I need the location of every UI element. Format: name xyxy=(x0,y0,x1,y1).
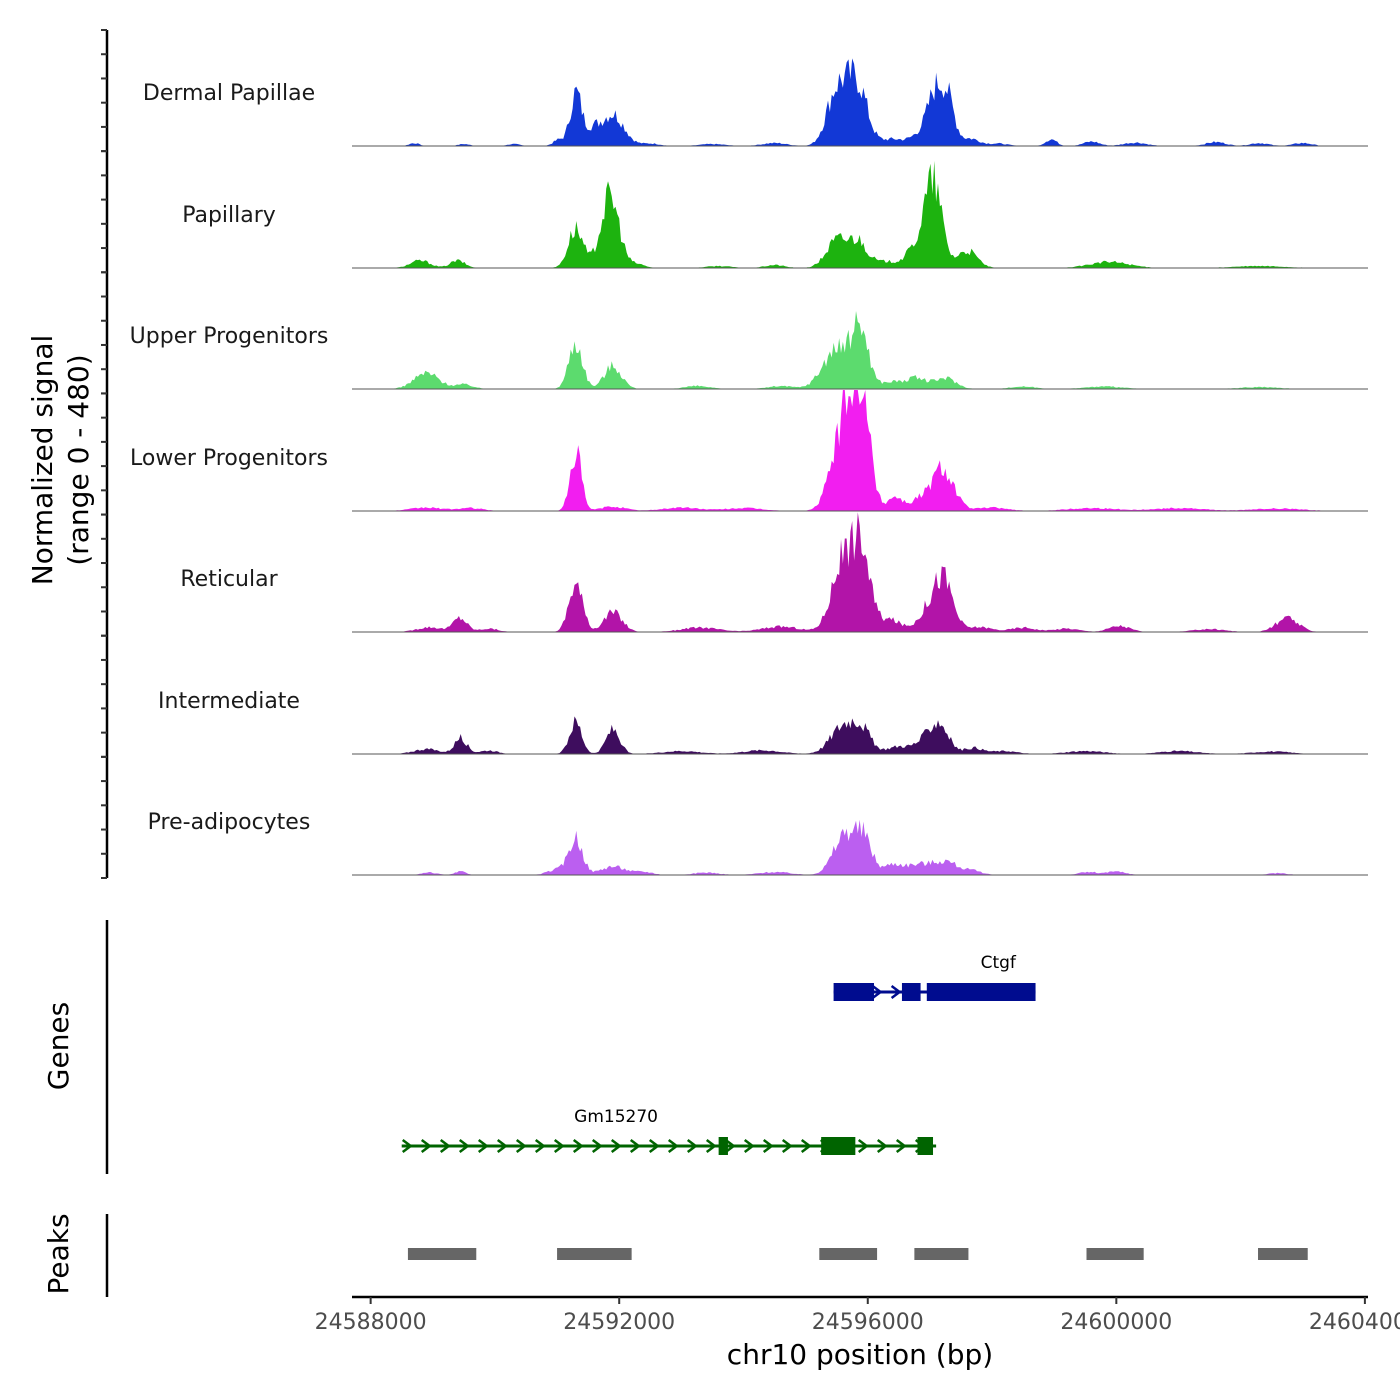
strand-arrow xyxy=(458,1139,470,1153)
coverage-area xyxy=(376,160,1322,268)
track-pre-adipocytes: Pre-adipocytes xyxy=(148,810,1368,876)
strand-arrow xyxy=(439,1139,451,1153)
coverage-area xyxy=(376,390,1322,511)
peak-region xyxy=(1086,1248,1144,1260)
strand-arrow xyxy=(667,1139,679,1153)
track-label: Intermediate xyxy=(158,689,300,714)
strand-arrow xyxy=(800,1139,812,1153)
x-axis: 24588000 24592000 24596000 24600000 24604000 xyxy=(315,1295,1400,1335)
coverage-area xyxy=(376,512,1322,632)
gene-ctgf: Ctgf xyxy=(833,953,1036,1001)
exon xyxy=(833,983,874,1001)
strand-arrow xyxy=(496,1139,508,1153)
strand-arrow xyxy=(553,1139,565,1153)
strand-arrow xyxy=(477,1139,489,1153)
strand-arrow xyxy=(572,1139,584,1153)
gene-gm15270: Gm15270 xyxy=(401,1107,937,1155)
track-lower-progenitors: Lower Progenitors xyxy=(130,390,1368,512)
track-label: Dermal Papillae xyxy=(143,81,315,106)
strand-arrow xyxy=(401,1139,413,1153)
x-tick-label: 24604000 xyxy=(1309,1310,1400,1335)
gene-label: Ctgf xyxy=(981,953,1017,973)
exon xyxy=(917,1137,934,1155)
strand-arrow xyxy=(743,1139,755,1153)
y-axis-title: Normalized signal (range 0 - 480) xyxy=(26,335,95,586)
x-tick-label: 24592000 xyxy=(563,1310,675,1335)
x-tick-label: 24600000 xyxy=(1060,1310,1172,1335)
strand-arrow xyxy=(648,1139,660,1153)
coverage-y-axis xyxy=(101,29,109,879)
exon xyxy=(821,1137,856,1155)
coverage-area xyxy=(376,716,1322,754)
strand-arrow xyxy=(515,1139,527,1153)
peak-region xyxy=(819,1248,878,1260)
exon xyxy=(901,983,921,1001)
track-label: Reticular xyxy=(180,567,278,592)
coverage-tracks: Dermal Papillae Papillary Upper Progenitor… xyxy=(130,58,1368,876)
strand-arrow xyxy=(534,1139,546,1153)
strand-arrow xyxy=(610,1139,622,1153)
coverage-area xyxy=(376,819,1322,875)
track-label: Pre-adipocytes xyxy=(148,810,311,835)
genes-track-title: Genes xyxy=(42,1002,75,1090)
strand-arrow xyxy=(781,1139,793,1153)
exon xyxy=(718,1137,728,1155)
track-reticular: Reticular xyxy=(180,512,1368,633)
strand-arrow xyxy=(890,985,902,999)
coverage-area xyxy=(376,311,1322,389)
coverage-area xyxy=(376,58,1322,146)
y-axis-title-line2: (range 0 - 480) xyxy=(62,354,95,565)
track-label: Papillary xyxy=(182,203,276,228)
strand-arrow xyxy=(629,1139,641,1153)
strand-arrow xyxy=(591,1139,603,1153)
track-papillary: Papillary xyxy=(182,160,1368,269)
strand-arrow xyxy=(895,1139,907,1153)
peak-region xyxy=(1258,1248,1308,1260)
strand-arrow xyxy=(857,1139,869,1153)
x-tick-label: 24596000 xyxy=(812,1310,924,1335)
track-intermediate: Intermediate xyxy=(158,689,1368,755)
exon xyxy=(926,983,1036,1001)
track-label: Upper Progenitors xyxy=(130,324,329,349)
strand-arrow xyxy=(686,1139,698,1153)
x-axis-title: chr10 position (bp) xyxy=(727,1338,993,1371)
strand-arrow xyxy=(420,1139,432,1153)
gene-label: Gm15270 xyxy=(574,1107,658,1127)
strand-arrow xyxy=(724,1139,736,1153)
strand-arrow xyxy=(871,985,883,999)
gene-annotations: Ctgf Gm15270 xyxy=(401,953,1036,1155)
track-dermal-papillae: Dermal Papillae xyxy=(143,58,1368,147)
peaks-track-title: Peaks xyxy=(42,1213,75,1294)
peak-region xyxy=(914,1248,969,1260)
peak-regions xyxy=(407,1248,1308,1260)
strand-arrow xyxy=(705,1139,717,1153)
track-upper-progenitors: Upper Progenitors xyxy=(130,311,1368,390)
track-label: Lower Progenitors xyxy=(130,446,328,471)
peak-region xyxy=(557,1248,632,1260)
strand-arrow xyxy=(876,1139,888,1153)
peak-region xyxy=(407,1248,477,1260)
x-tick-label: 24588000 xyxy=(315,1310,427,1335)
strand-arrow xyxy=(762,1139,774,1153)
y-axis-title-line1: Normalized signal xyxy=(26,335,59,586)
